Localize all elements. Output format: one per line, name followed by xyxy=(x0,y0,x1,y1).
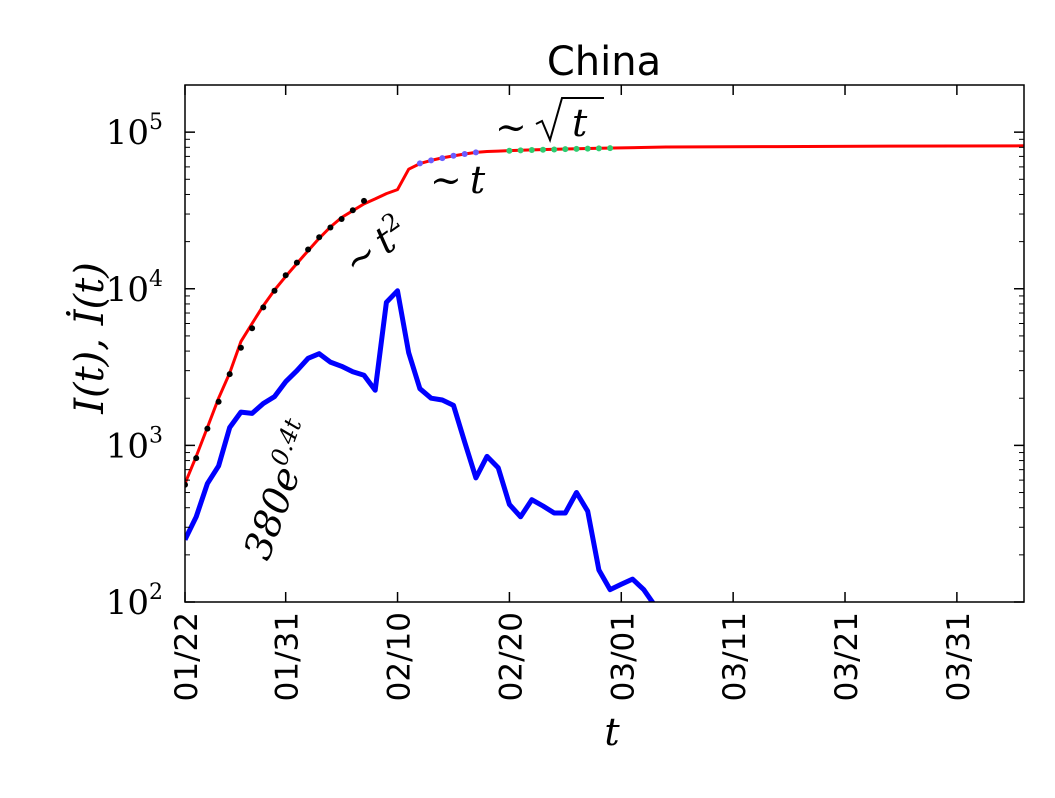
fit-marker-2-point xyxy=(416,160,423,167)
y-tick-label: 103 xyxy=(106,423,163,466)
fit-marker-1-point xyxy=(305,246,312,253)
fit-marker-3-point xyxy=(595,145,602,152)
fit-marker-2-point xyxy=(428,157,435,164)
x-tick-label: 01/22 xyxy=(169,612,205,701)
fit-marker-3-point xyxy=(528,147,535,153)
x-tick-label: 02/10 xyxy=(382,612,418,701)
fit-marker-2-point xyxy=(472,149,479,156)
fit-marker-layer xyxy=(185,145,614,488)
chart-title: China xyxy=(547,39,661,85)
fit-marker-1-point xyxy=(316,234,323,241)
fit-marker-3-point xyxy=(517,147,524,154)
annotation-t-label: t xyxy=(470,158,486,202)
annotation-t-tilde: ~ xyxy=(430,158,462,202)
x-axis-label: t xyxy=(604,710,620,754)
fit-marker-3-point xyxy=(607,145,614,152)
fit-marker-1-point xyxy=(361,197,367,204)
fit-marker-1-point xyxy=(293,259,300,266)
fit-marker-3-point xyxy=(506,147,513,154)
fit-marker-2-point xyxy=(461,151,468,157)
plot-frame xyxy=(184,84,1025,603)
annotation-exp-power: 0.4t xyxy=(265,414,308,469)
fit-marker-1-point xyxy=(327,224,334,231)
annotation-sqrt-label: t xyxy=(572,101,588,145)
annotation-sqrt-tilde: ~ xyxy=(495,105,527,149)
fit-marker-1-point xyxy=(249,325,256,332)
annotation-exponential-fit: 380e0.4t xyxy=(232,414,325,565)
svg-text:~t2: ~t2 xyxy=(333,207,416,285)
x-tick-label: 02/20 xyxy=(493,612,529,701)
y-tick-label: 105 xyxy=(106,110,163,153)
x-tick-label: 03/11 xyxy=(717,612,753,701)
fit-marker-2-point xyxy=(450,152,457,159)
fit-marker-3-point xyxy=(573,145,580,152)
annotation-linear-fit: ~ t xyxy=(430,158,486,202)
y-tick-label: 104 xyxy=(106,267,163,310)
fit-marker-1-point xyxy=(282,272,289,279)
fit-marker-1-point xyxy=(271,287,278,294)
fit-marker-1-point xyxy=(215,398,222,405)
x-tick-label: 03/21 xyxy=(829,612,865,701)
fit-marker-1-point xyxy=(338,216,345,222)
fit-marker-1-point xyxy=(260,304,267,311)
x-tick-label: 03/01 xyxy=(605,612,641,701)
y-axis-label: I(t), İ(t) xyxy=(66,262,113,415)
sqrt-radical xyxy=(535,97,604,144)
annotation-quadratic-fit: ~t2 xyxy=(333,207,416,285)
fit-marker-3-point xyxy=(562,146,569,153)
fit-marker-1-point xyxy=(349,207,356,214)
x-axis-ticks: 01/22 01/31 02/10 02/20 03/01 03/11 03/21 03/31 xyxy=(169,85,977,701)
fit-marker-3-point xyxy=(584,145,591,152)
series-line-1 xyxy=(185,144,1024,485)
annotation-sqrt-fit: ~ t xyxy=(495,97,604,149)
fit-marker-1-point xyxy=(204,425,211,432)
fit-marker-3-point xyxy=(540,146,546,153)
y-axis-ticks: 102 103 104 105 xyxy=(106,84,1024,623)
fit-marker-1-point xyxy=(237,344,244,351)
y-tick-label: 102 xyxy=(106,580,163,623)
fit-marker-1-point xyxy=(226,371,233,378)
series-line-2 xyxy=(185,288,656,602)
x-tick-label: 03/31 xyxy=(941,612,977,701)
svg-text:380e0.4t: 380e0.4t xyxy=(232,414,325,565)
x-tick-label: 01/31 xyxy=(270,612,306,701)
series-layer xyxy=(185,144,1024,602)
fit-marker-1-point xyxy=(193,455,200,462)
fit-marker-2-point xyxy=(439,155,446,162)
fit-marker-3-point xyxy=(551,146,558,153)
